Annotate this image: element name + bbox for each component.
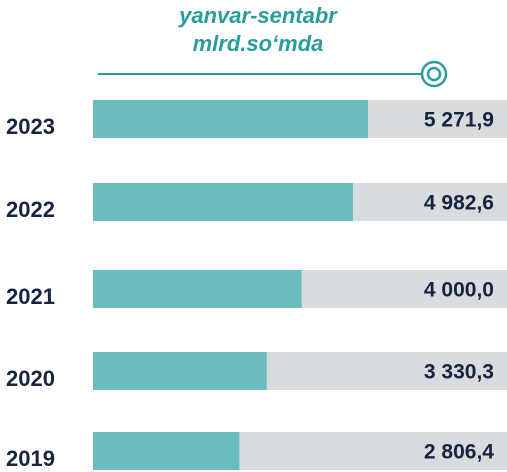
year-label: 2023 [6,114,55,139]
year-label: 2022 [6,197,55,222]
bar [93,270,302,308]
rule-ornament [420,60,448,88]
year-label: 2021 [6,284,55,309]
bar [93,352,267,390]
chart-title: yanvar-sentabr [178,3,338,28]
bar [93,432,240,470]
value-label: 5 271,9 [424,109,494,132]
chart-subtitle: mlrd.so‘mda [193,31,324,56]
year-label: 2020 [6,366,55,391]
rule-ornament-inner [426,66,442,82]
value-label: 2 806,4 [424,441,494,464]
value-label: 3 330,3 [424,361,494,384]
value-label: 4 982,6 [424,192,494,215]
year-label: 2019 [6,446,55,471]
value-label: 4 000,0 [424,279,494,302]
bar [93,100,368,138]
bar [93,183,353,221]
